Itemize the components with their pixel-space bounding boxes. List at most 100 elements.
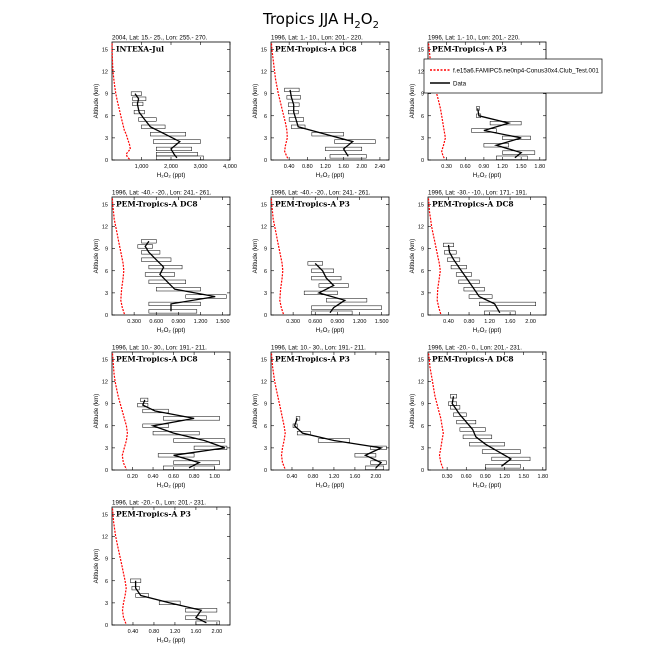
- model-profile-line: [111, 508, 127, 625]
- x-tick-label: 1.20: [320, 164, 331, 170]
- y-tick-label: 3: [264, 136, 267, 142]
- obs-range-box: [156, 152, 198, 157]
- y-tick-label: 3: [264, 291, 267, 297]
- legend-data-label: Data: [453, 81, 467, 88]
- obs-range-box: [137, 403, 149, 408]
- x-tick-label: 0.60: [460, 164, 471, 170]
- model-profile-line: [111, 198, 126, 315]
- x-tick-label: 0.40: [128, 629, 139, 635]
- panel-subtitle: 1996, Lat: -20.- 0., Lon: 201.- 231.: [112, 500, 206, 507]
- panel-subtitle: 2004, Lat: 15.- 25., Lon: 255.- 270.: [112, 35, 208, 42]
- panel-subtitle: 1996, Lat: 10.- 30., Lon: 191.- 211.: [112, 345, 207, 352]
- model-profile-line: [270, 353, 286, 470]
- y-tick-label: 12: [102, 535, 108, 541]
- y-axis-label: Altitude (km): [93, 84, 100, 119]
- obs-range-box: [468, 294, 493, 299]
- plot-frame: [270, 196, 390, 316]
- obs-range-box: [163, 465, 215, 470]
- obs-profile-line: [144, 240, 216, 312]
- obs-range-box: [137, 244, 153, 249]
- obs-range-box: [157, 453, 195, 458]
- y-tick-label: 12: [418, 225, 424, 231]
- plot-frame: [270, 351, 390, 471]
- campaign-label: PEM-Tropics-A DC8: [116, 355, 198, 364]
- x-tick-label: 1.20: [497, 164, 508, 170]
- obs-range-box: [479, 301, 536, 306]
- plot-frame: [427, 351, 547, 471]
- y-tick-label: 6: [264, 424, 267, 430]
- x-tick-label: 0.600: [149, 319, 163, 325]
- panel-subtitle: 1996, Lat: 10.- 30., Lon: 191.- 211.: [271, 345, 366, 352]
- x-tick-label: 3,000: [194, 164, 208, 170]
- y-tick-label: 12: [102, 225, 108, 231]
- x-tick-label: 0.60: [461, 474, 472, 480]
- y-tick-label: 12: [261, 225, 267, 231]
- x-tick-label: 2.00: [356, 164, 367, 170]
- x-tick-label: 1.00: [209, 474, 220, 480]
- plot-frame: [111, 196, 231, 316]
- plot-frame: [427, 196, 547, 316]
- x-axis-label: H₂O₂ (ppt): [473, 172, 502, 179]
- obs-range-box: [296, 431, 311, 436]
- panel-subtitle: 1996, Lat: 1.- 10., Lon: 201.- 220.: [271, 35, 363, 42]
- x-tick-label: 2,000: [164, 164, 178, 170]
- panel-5: 1996, Lat: -40.- -20., Lon: 241.- 261. PE…: [252, 190, 390, 334]
- y-axis-label: Altitude (km): [93, 549, 100, 584]
- y-axis-label: Altitude (km): [252, 394, 259, 429]
- x-tick-label: 0.80: [302, 164, 313, 170]
- obs-profile-line: [451, 396, 513, 467]
- obs-range-box: [185, 615, 207, 620]
- x-axis-label: H₂O₂ (ppt): [157, 637, 186, 644]
- plot-area: [428, 353, 531, 470]
- legend: f.e15a6.FAMIPC5.ne0np4-Conus30x4.Club_Te…: [423, 58, 603, 94]
- x-tick-label: 0.300: [127, 319, 141, 325]
- campaign-label: PEM-Tropics-A DC8: [116, 200, 198, 209]
- y-tick-label: 15: [418, 357, 424, 363]
- y-tick-label: 6: [421, 114, 424, 120]
- y-tick-label: 3: [421, 136, 424, 142]
- x-tick-label: 1.50: [516, 164, 527, 170]
- y-tick-label: 9: [264, 247, 267, 253]
- y-tick-label: 15: [102, 202, 108, 208]
- obs-range-box: [496, 155, 528, 160]
- obs-range-box: [141, 239, 157, 244]
- y-axis-label: Altitude (km): [93, 394, 100, 429]
- obs-range-box: [326, 298, 368, 303]
- obs-range-box: [311, 132, 344, 137]
- panel-subtitle: 1996, Lat: -20.- 0., Lon: 201.- 231.: [428, 345, 522, 352]
- obs-range-box: [148, 309, 198, 314]
- x-axis-label: H₂O₂ (ppt): [316, 172, 345, 179]
- panel-10: 1996, Lat: -20.- 0., Lon: 201.- 231. PEM-…: [93, 500, 231, 644]
- y-tick-label: 9: [105, 247, 108, 253]
- obs-range-box: [158, 600, 181, 605]
- panel-3: 1996, Lat: 1.- 10., Lon: 201.- 220. PEM-T…: [409, 35, 547, 179]
- obs-range-box: [365, 465, 385, 470]
- y-tick-label: 9: [421, 92, 424, 98]
- y-tick-label: 12: [418, 380, 424, 386]
- obs-range-box: [471, 128, 497, 133]
- y-tick-label: 0: [421, 313, 424, 319]
- y-tick-label: 15: [102, 357, 108, 363]
- legend-frame: [423, 58, 603, 94]
- panel-6: 1996, Lat: -30.- -10., Lon: 171.- 191. PE…: [409, 190, 547, 334]
- y-tick-label: 6: [105, 114, 108, 120]
- obs-range-box: [148, 301, 201, 306]
- y-tick-label: 3: [105, 136, 108, 142]
- x-axis-label: H₂O₂ (ppt): [473, 482, 502, 489]
- y-tick-label: 6: [421, 269, 424, 275]
- obs-profile-line: [289, 89, 355, 157]
- x-tick-label: 1.20: [484, 319, 495, 325]
- obs-range-box: [455, 272, 472, 277]
- x-tick-label: 1.500: [375, 319, 389, 325]
- y-tick-label: 9: [264, 92, 267, 98]
- plot-frame: [270, 41, 390, 161]
- obs-range-box: [311, 268, 334, 273]
- obs-range-box: [141, 257, 172, 262]
- x-tick-label: 0.40: [443, 319, 454, 325]
- campaign-label: INTEXA-Jul: [116, 45, 164, 54]
- x-tick-label: 1.80: [534, 164, 545, 170]
- obs-range-box: [138, 117, 157, 122]
- x-tick-label: 4,000: [223, 164, 237, 170]
- model-profile-line: [428, 353, 444, 470]
